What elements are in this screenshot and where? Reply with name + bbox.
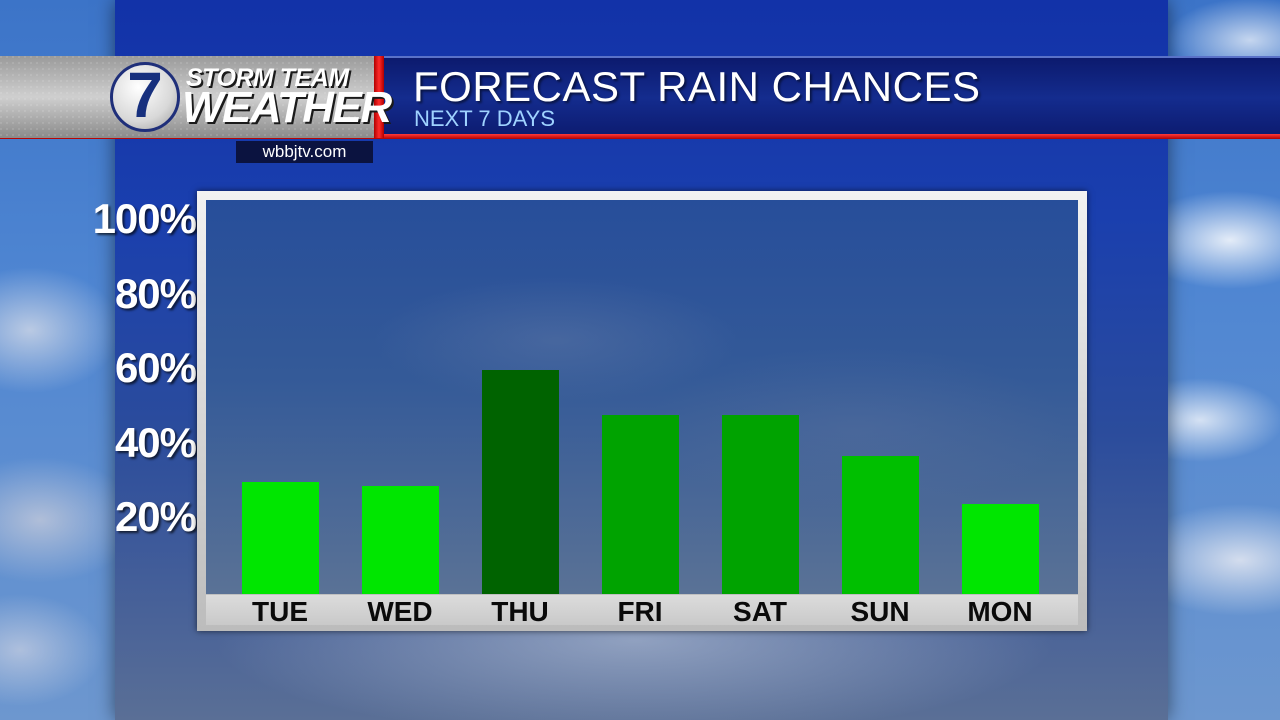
brand-storm-team: STORM TEAM [186,64,349,92]
bar-thu [481,370,559,594]
header-red-divider [374,56,384,138]
header-red-line [0,134,1280,139]
bar-sun [841,455,919,594]
x-tick-label-tue: TUE [252,596,308,627]
y-tick-label-80: 80% [114,269,197,317]
x-axis-labels: TUE WED THU FRI SAT SUN MON [206,595,1078,627]
logo-number: 7 [127,59,163,131]
x-tick-label-sat: SAT [733,596,787,627]
logo-box [0,56,374,138]
x-tick-label-fri: FRI [617,596,663,627]
bar-sat [721,414,799,594]
y-tick-label-60: 60% [114,344,197,392]
x-tick-label-sun: SUN [850,596,910,627]
x-tick-label-thu: THU [491,596,549,627]
bar-mon [961,504,1039,594]
brand-weather: WEATHER [182,83,392,132]
bar-fri [601,414,679,594]
y-tick-label-40: 40% [114,418,197,466]
x-tick-label-wed: WED [367,596,433,627]
bar-wed [361,485,439,594]
chart-title: FORECAST RAIN CHANCES [413,63,981,110]
bar-tue [241,482,319,594]
channel-7-logo-icon [110,62,180,132]
plot-area [206,200,1078,594]
y-tick-label-100: 100% [92,195,197,242]
station-url: wbbjtv.com [236,141,373,163]
x-tick-label-mon: MON [967,596,1033,627]
chart-subtitle: NEXT 7 DAYS [414,106,556,131]
y-tick-label-20: 20% [114,493,197,541]
